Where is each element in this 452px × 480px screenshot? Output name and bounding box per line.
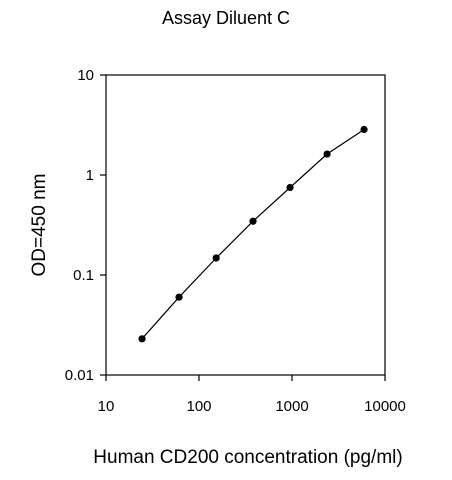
plot-area-frame (105, 74, 386, 376)
y-tick-label: 1 (86, 167, 94, 184)
y-tick-label: 10 (77, 67, 94, 84)
data-point (138, 335, 146, 343)
x-tick-label: 100 (186, 398, 211, 415)
data-point (249, 217, 257, 225)
x-tick-label: 10000 (364, 398, 406, 415)
data-points (138, 125, 368, 343)
y-tick-label: 0.1 (73, 267, 94, 284)
x-axis-label: Human CD200 concentration (pg/ml) (93, 447, 402, 468)
x-axis-ticks: 10 100 1000 10000 (98, 375, 406, 415)
chart-title: Assay Diluent C (162, 8, 290, 28)
data-point (212, 254, 220, 262)
y-axis-label: OD=450 nm (29, 174, 50, 277)
y-axis-ticks: 10 1 0.1 0.01 (65, 67, 106, 384)
data-point (175, 293, 183, 301)
data-point (286, 183, 294, 192)
x-tick-label: 1000 (275, 398, 308, 415)
series-line (141, 128, 365, 340)
x-tick-label: 10 (98, 398, 115, 415)
y-tick-label: 0.01 (65, 367, 94, 384)
data-point (360, 125, 368, 134)
data-point (323, 150, 331, 158)
